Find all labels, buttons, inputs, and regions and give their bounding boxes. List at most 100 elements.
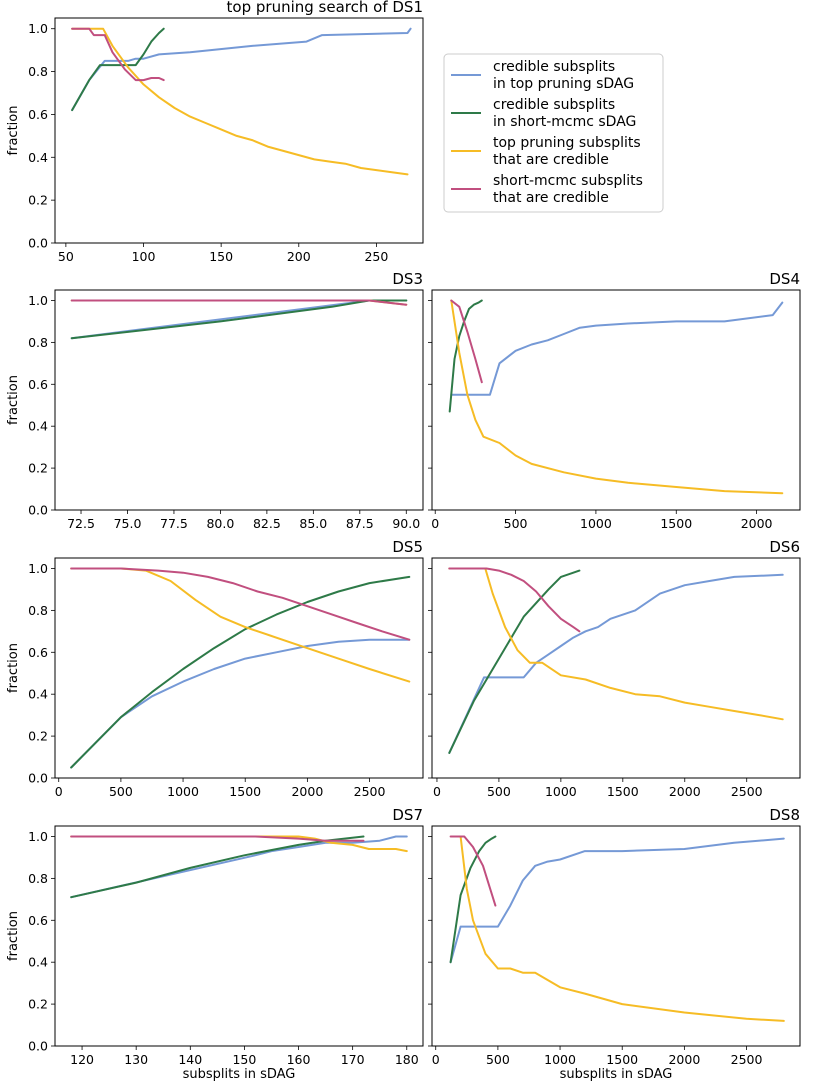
y-tick-label: 0.4 — [28, 955, 48, 970]
panel-ds5: 0 500 1000 1500 2000 2500 0.0 0.2 0.4 0.6 0.8 1.0 DS… — [6, 538, 424, 799]
y-tick-label: 0.6 — [28, 107, 48, 122]
series-group-ds7 — [70, 835, 408, 899]
axes-frame-ds5 — [54, 557, 424, 779]
panel-ds8: 0 500 1000 1500 2000 2500 DS8 subsplits in sDAG — [428, 806, 801, 1082]
legend-label-yellow: that are credible — [493, 152, 609, 168]
y-tick-label: 1.0 — [28, 829, 48, 844]
x-tick-label: 2000 — [669, 784, 701, 799]
y-tick-label: 1.0 — [28, 561, 48, 576]
x-tick-label: 150 — [232, 1052, 256, 1067]
y-tick-label: 0.8 — [28, 64, 48, 79]
y-tick-label: 0.0 — [28, 236, 48, 251]
series-line-short-mcmc-that-are-credible-ds4 — [450, 299, 483, 384]
x-tick-label: 1500 — [660, 516, 692, 531]
x-tick-label: 0 — [431, 516, 439, 531]
x-tick-label: 500 — [109, 784, 133, 799]
series-line-top-pruning-credible-ds1 — [71, 27, 412, 112]
legend-label-pink: that are credible — [493, 190, 609, 206]
x-tick-label: 500 — [486, 1052, 510, 1067]
series-line-top-pruning-credible-ds4 — [450, 301, 784, 396]
series-line-top-pruning-credible-ds5 — [70, 638, 411, 769]
series-line-short-mcmc-that-are-credible-ds7 — [70, 835, 365, 842]
legend-label-yellow: top pruning subsplits — [493, 135, 641, 151]
y-tick-label: 0.4 — [28, 419, 48, 434]
x-tick-label: 50 — [58, 249, 74, 264]
x-tick-label: 80.0 — [206, 516, 234, 531]
x-tick-label: 1000 — [580, 516, 612, 531]
y-axis-label-ds3: fraction — [6, 375, 21, 425]
series-line-short-mcmc-credible-ds7 — [70, 835, 365, 899]
x-tick-label: 500 — [487, 784, 511, 799]
axes-frame-ds3 — [54, 289, 424, 511]
x-tick-label: 160 — [287, 1052, 311, 1067]
y-tick-label: 0.2 — [28, 997, 48, 1012]
x-tick-label: 85.0 — [299, 516, 327, 531]
panel-ds7: 120 130 140 150 160 170 180 0.0 0.2 0.4 0.6 0.8 1.0 D… — [6, 806, 424, 1082]
panel-ds3: 72.5 75.0 77.5 80.0 82.5 85.0 87.5 90.0 0.0 0.2 0.… — [6, 270, 424, 531]
x-tick-label: 200 — [287, 249, 311, 264]
axes-frame-ds1 — [54, 17, 424, 244]
y-axis-label-ds7: fraction — [6, 911, 21, 961]
series-group-ds6 — [448, 567, 784, 754]
x-tick-label: 90.0 — [392, 516, 420, 531]
legend-label-blue: credible subsplits — [493, 59, 615, 75]
y-tick-label: 1.0 — [28, 293, 48, 308]
series-line-short-mcmc-credible-ds8 — [449, 835, 497, 964]
axes-frame-ds4 — [431, 289, 801, 511]
panel-title-ds4: DS4 — [769, 270, 800, 288]
y-tick-label: 0.6 — [28, 913, 48, 928]
y-tick-label: 0.6 — [28, 377, 48, 392]
series-line-top-pruning-that-are-credible-ds7 — [70, 835, 408, 853]
y-tick-label: 0.4 — [28, 150, 48, 165]
panel-title-ds1: top pruning search of DS1 — [227, 0, 423, 16]
y-tick-label: 0.8 — [28, 871, 48, 886]
panel-ds6: 0 500 1000 1500 2000 2500 DS6 — [428, 538, 801, 799]
y-axis-label-ds1: fraction — [6, 106, 21, 156]
axes-frame-ds8 — [431, 825, 801, 1047]
series-line-top-pruning-credible-ds8 — [449, 837, 785, 964]
series-line-top-pruning-that-are-credible-ds1 — [71, 27, 409, 176]
series-group-ds8 — [449, 835, 785, 1022]
y-tick-label: 0.2 — [28, 461, 48, 476]
series-group-ds1 — [71, 27, 412, 176]
series-line-top-pruning-credible-ds6 — [448, 573, 784, 754]
x-tick-label: 250 — [364, 249, 388, 264]
x-tick-label: 0 — [433, 784, 441, 799]
x-tick-label: 500 — [504, 516, 528, 531]
x-tick-label: 130 — [124, 1052, 148, 1067]
y-tick-label: 0.6 — [28, 645, 48, 660]
series-line-short-mcmc-that-are-credible-ds5 — [70, 567, 411, 641]
legend-label-green: in short-mcmc sDAG — [493, 114, 636, 130]
y-tick-label: 0.8 — [28, 603, 48, 618]
x-tick-label: 2000 — [291, 784, 323, 799]
x-tick-label: 1000 — [167, 784, 199, 799]
legend-label-blue: in top pruning sDAG — [493, 76, 634, 92]
panel-ds4: 0 500 1000 1500 2000 DS4 — [428, 270, 801, 531]
axes-frame-ds6 — [431, 557, 801, 779]
series-line-short-mcmc-credible-ds4 — [448, 299, 483, 413]
panel-title-ds5: DS5 — [392, 538, 423, 556]
chart-panels: 50 100 150 200 250 0.0 0.2 0.4 0.6 0.8 1.0 top prun… — [6, 0, 801, 1082]
x-tick-label: 87.5 — [346, 516, 374, 531]
legend-label-green: credible subsplits — [493, 97, 615, 113]
x-tick-label: 1500 — [606, 1052, 638, 1067]
x-tick-label: 2500 — [731, 784, 763, 799]
y-tick-label: 0.0 — [28, 1039, 48, 1054]
x-tick-label: 77.5 — [160, 516, 188, 531]
y-tick-label: 0.8 — [28, 335, 48, 350]
series-line-short-mcmc-credible-ds6 — [448, 569, 581, 754]
series-line-short-mcmc-credible-ds1 — [71, 27, 165, 112]
x-tick-label: 100 — [132, 249, 156, 264]
x-tick-label: 2500 — [354, 784, 386, 799]
y-tick-label: 0.0 — [28, 771, 48, 786]
panel-title-ds7: DS7 — [392, 806, 423, 824]
axes-frame-ds7 — [54, 825, 424, 1047]
series-line-short-mcmc-credible-ds5 — [70, 575, 411, 769]
series-line-top-pruning-that-are-credible-ds6 — [448, 567, 784, 721]
x-tick-label: 150 — [209, 249, 233, 264]
y-tick-label: 1.0 — [28, 21, 48, 36]
